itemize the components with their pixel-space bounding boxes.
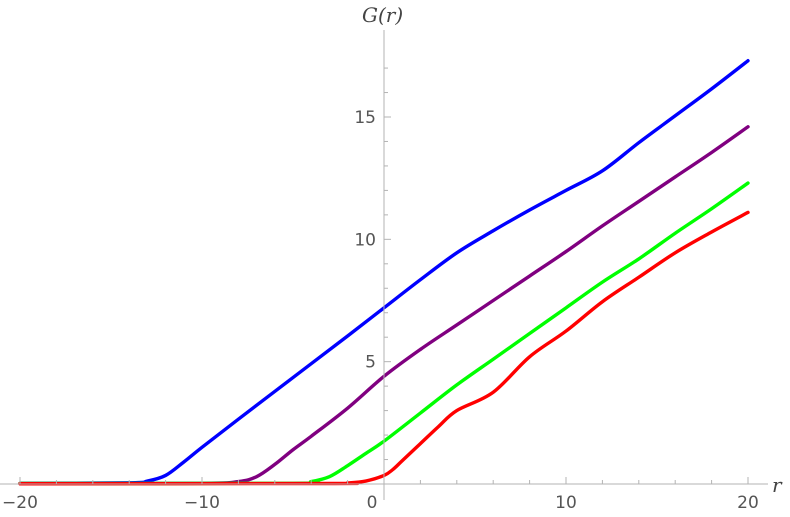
axes-layer <box>0 30 768 500</box>
series-line-2 <box>18 125 750 486</box>
y-tick-label: 15 <box>354 108 376 128</box>
x-tick-label: 20 <box>737 493 759 513</box>
ticks-layer: −20 −10 0 10 20 5 10 15 <box>2 67 759 513</box>
y-tick-label: 10 <box>354 230 376 250</box>
y-axis-label: G(r) <box>362 3 403 27</box>
x-axis-label: r <box>772 473 783 497</box>
series-line-1 <box>18 59 750 486</box>
x-tick-label: 0 <box>367 493 378 513</box>
y-tick-label: 5 <box>365 353 376 373</box>
x-tick-label: 10 <box>555 493 577 513</box>
x-tick-label: −10 <box>184 493 220 513</box>
x-tick-label: −20 <box>2 493 38 513</box>
